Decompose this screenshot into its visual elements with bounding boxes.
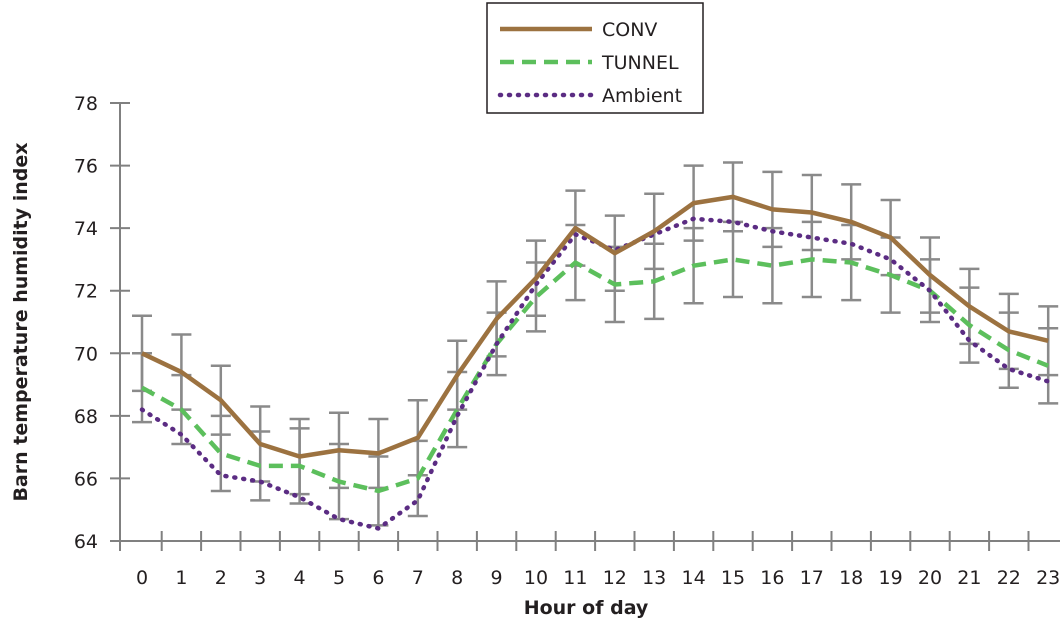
y-tick-label: 78 (74, 93, 98, 115)
x-tick-label: 21 (957, 567, 981, 589)
x-tick-label: 15 (721, 567, 745, 589)
x-tick-label: 5 (333, 567, 345, 589)
x-tick-label: 14 (682, 567, 706, 589)
x-tick-label: 8 (451, 567, 463, 589)
x-tick-label: 0 (136, 567, 148, 589)
axes (119, 103, 1060, 542)
series-line-tunnel (140, 257, 1050, 494)
x-tick-label: 22 (997, 567, 1021, 589)
legend-label-tunnel: TUNNEL (601, 52, 679, 74)
y-tick-label: 64 (74, 531, 98, 553)
x-tick-label: 3 (254, 567, 266, 589)
x-axis-title: Hour of day (524, 597, 649, 619)
y-tick-label: 76 (74, 156, 98, 178)
y-tick-label: 66 (74, 468, 98, 490)
x-tick-label: 1 (175, 567, 187, 589)
y-axis-ticks: 64 66 68 70 72 74 76 78 (74, 93, 130, 553)
series-line-conv (141, 194, 1049, 459)
y-tick-label: 68 (74, 406, 98, 428)
y-tick-label: 70 (74, 343, 98, 365)
x-tick-label: 10 (524, 567, 548, 589)
x-axis-ticks: 0 1 2 3 4 5 6 7 8 9 10 11 12 13 14 15 16 17 18 19 20 21 22 23 (119, 531, 1060, 589)
x-tick-label: 19 (879, 567, 903, 589)
y-axis-title: Barn temperature humidity index (10, 142, 32, 501)
series-lines (139, 194, 1051, 531)
x-tick-label: 20 (918, 567, 942, 589)
error-bars (132, 161, 1059, 527)
x-tick-label: 23 (1036, 567, 1060, 589)
series-line-ambient (139, 216, 1051, 531)
x-tick-label: 18 (839, 567, 863, 589)
legend-box (486, 2, 704, 114)
legend-label-conv: CONV (602, 19, 657, 41)
x-tick-label: 16 (760, 567, 784, 589)
y-tick-label: 74 (74, 218, 98, 240)
x-tick-label: 6 (372, 567, 384, 589)
x-tick-label: 2 (215, 567, 227, 589)
x-tick-label: 12 (603, 567, 627, 589)
x-tick-label: 7 (412, 567, 424, 589)
legend: CONV TUNNEL Ambient (486, 2, 704, 114)
legend-label-ambient: Ambient (602, 85, 682, 107)
x-tick-label: 11 (563, 567, 587, 589)
y-tick-label: 72 (74, 281, 98, 303)
x-tick-label: 9 (491, 567, 503, 589)
x-tick-label: 4 (294, 567, 306, 589)
x-tick-label: 13 (642, 567, 666, 589)
x-tick-label: 17 (800, 567, 824, 589)
